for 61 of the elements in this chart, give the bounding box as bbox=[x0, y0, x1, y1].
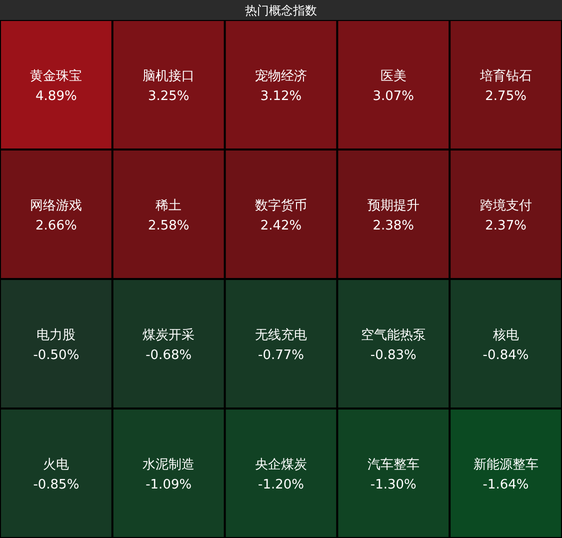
category-label: 煤炭开采 bbox=[142, 328, 195, 343]
cell: 空气能热泵 -0.83% bbox=[338, 280, 449, 408]
cell: 宠物经济 3.12% bbox=[226, 21, 336, 148]
data-label: 2.66% bbox=[36, 218, 77, 234]
category-label: 网络游戏 bbox=[30, 198, 82, 214]
category-label: 脑机接口 bbox=[142, 68, 195, 84]
cell: 核电 -0.84% bbox=[450, 280, 561, 408]
category-label: 无线充电 bbox=[255, 328, 307, 343]
category-label: 宠物经济 bbox=[255, 68, 307, 84]
data-label: -1.64% bbox=[482, 477, 529, 492]
data-label: 3.25% bbox=[148, 88, 190, 104]
category-label: 新能源整车 bbox=[473, 457, 538, 472]
data-label: 2.37% bbox=[485, 218, 526, 234]
category-label: 稀土 bbox=[156, 198, 182, 214]
category-label: 汽车整车 bbox=[367, 457, 420, 472]
category-label: 核电 bbox=[492, 328, 519, 343]
cell: 电力股 -0.50% bbox=[1, 280, 112, 408]
cell: 稀土 2.58% bbox=[113, 150, 224, 278]
cell: 央企煤炭 -1.20% bbox=[226, 410, 336, 537]
data-label: -0.77% bbox=[258, 348, 304, 363]
category-label: 空气能热泵 bbox=[360, 328, 426, 343]
data-label: 3.12% bbox=[260, 88, 302, 104]
category-label: 央企煤炭 bbox=[255, 457, 307, 472]
data-label: -0.84% bbox=[482, 348, 529, 363]
title-bar: 热门概念指数 bbox=[0, 0, 562, 20]
cell: 医美 3.07% bbox=[338, 21, 449, 148]
cell: 煤炭开采 -0.68% bbox=[113, 280, 224, 408]
cell: 数字货币 2.42% bbox=[226, 150, 336, 278]
category-label: 水泥制造 bbox=[142, 457, 195, 472]
category-label: 医美 bbox=[380, 68, 406, 84]
data-label: -0.83% bbox=[370, 348, 416, 363]
cell: 培育钻石 2.75% bbox=[450, 21, 561, 148]
category-label: 预期提升 bbox=[367, 198, 420, 214]
category-label: 培育钻石 bbox=[478, 68, 532, 84]
data-label: 3.07% bbox=[372, 88, 414, 104]
data-label: -1.30% bbox=[370, 477, 416, 492]
category-label: 数字货币 bbox=[255, 197, 307, 214]
data-label: 2.75% bbox=[485, 88, 526, 104]
cell: 火电 -0.85% bbox=[1, 410, 112, 537]
cell: 预期提升 2.38% bbox=[338, 150, 449, 278]
data-label: 2.38% bbox=[372, 218, 414, 234]
cell: 网络游戏 2.66% bbox=[1, 150, 112, 278]
cell: 黄金珠宝 4.89% bbox=[1, 21, 112, 148]
cell: 汽车整车 -1.30% bbox=[338, 410, 449, 537]
data-label: -0.68% bbox=[146, 348, 192, 363]
data-label: 2.58% bbox=[148, 218, 190, 234]
data-label: -0.50% bbox=[33, 348, 80, 363]
data-label: 4.89% bbox=[36, 88, 77, 104]
category-label: 电力股 bbox=[36, 328, 76, 343]
data-label: -1.09% bbox=[146, 477, 192, 492]
data-label: 2.42% bbox=[260, 218, 302, 234]
category-label: 黄金珠宝 bbox=[30, 68, 82, 84]
cell: 无线充电 -0.77% bbox=[226, 280, 336, 408]
category-label: 跨境支付 bbox=[480, 197, 532, 214]
data-label: -1.20% bbox=[258, 477, 304, 492]
category-label: 火电 bbox=[43, 457, 70, 472]
cell: 跨境支付 2.37% bbox=[450, 150, 561, 278]
cell: 新能源整车 -1.64% bbox=[450, 410, 561, 537]
cell: 脑机接口 3.25% bbox=[113, 21, 224, 148]
data-label: -0.85% bbox=[33, 477, 80, 492]
cell: 水泥制造 -1.09% bbox=[113, 410, 224, 537]
